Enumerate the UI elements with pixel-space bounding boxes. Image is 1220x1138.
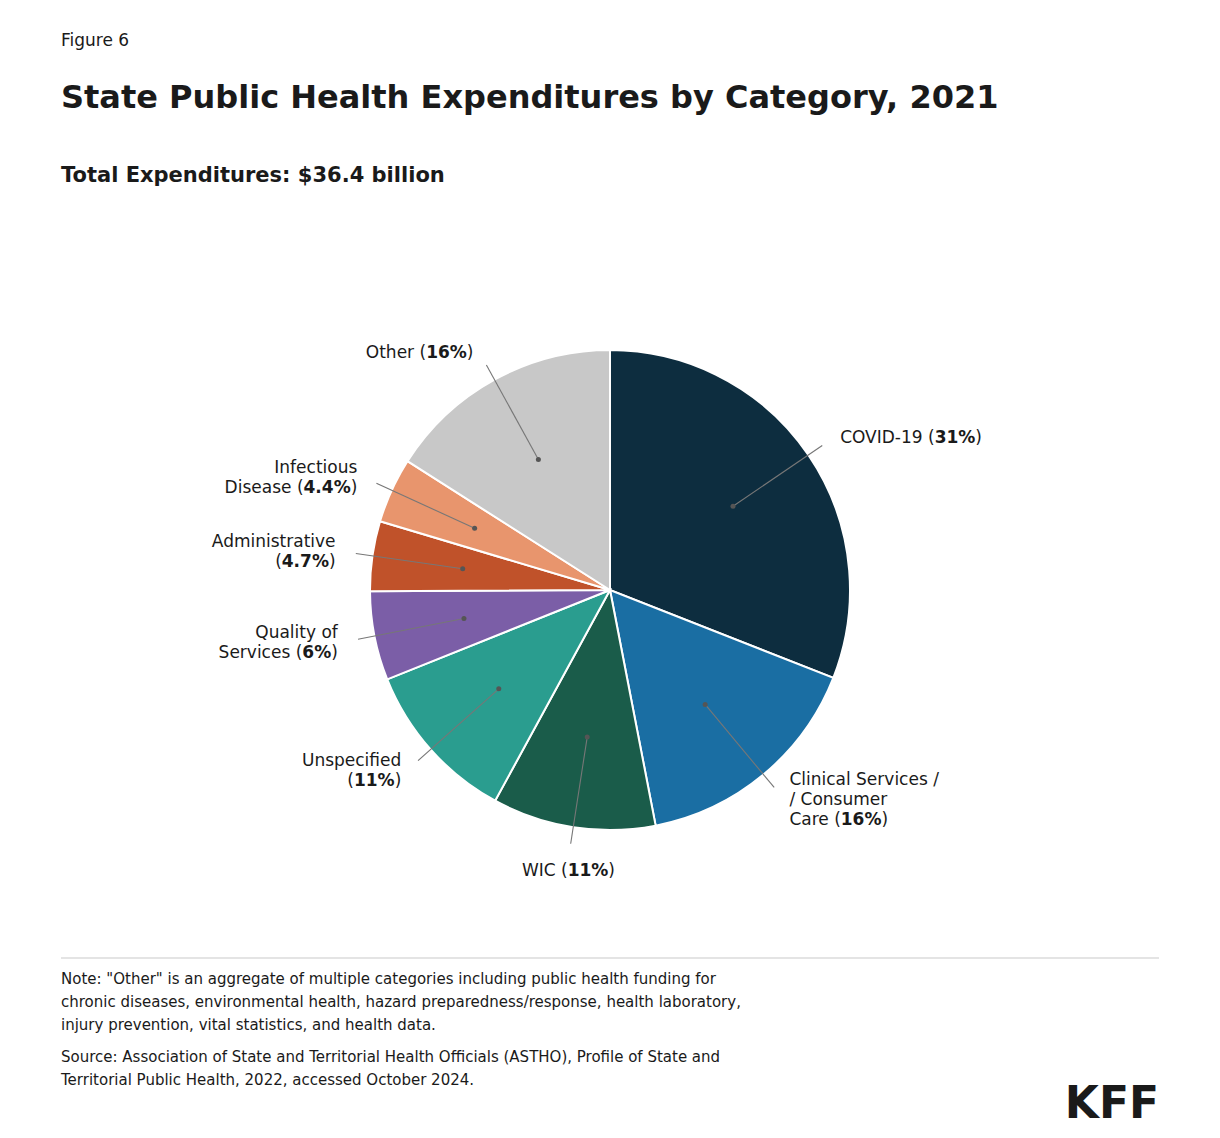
leader-line <box>705 704 774 787</box>
pie-slice <box>370 590 610 679</box>
pie-slice <box>407 350 610 590</box>
slice-label: Unspecified(11%) <box>302 750 401 790</box>
source: Source: Association of State and Territo… <box>60 1048 720 1089</box>
slice-label: Clinical Services // ConsumerCare (16%) <box>789 769 939 829</box>
text-part: Disease ( <box>225 477 304 497</box>
text-part: ) <box>331 642 338 662</box>
plot-area: COVID-19 (31%)Clinical Services // Consu… <box>212 342 982 880</box>
text-part: ) <box>608 860 615 880</box>
text-bold-part: 31% <box>935 427 976 447</box>
leader-line <box>571 737 588 844</box>
text-part: Unspecified <box>302 750 401 770</box>
text-part: Infectious <box>274 457 357 477</box>
slice-label: Administrative(4.7%) <box>212 531 336 571</box>
text-line: (11%) <box>347 770 401 790</box>
leader-dot <box>496 686 501 691</box>
leader-dot <box>585 735 590 740</box>
text-bold-part: 4.7% <box>282 551 329 571</box>
text-line: Note: "Other" is an aggregate of multipl… <box>61 970 717 988</box>
figure-label: Figure 6 <box>61 30 129 50</box>
text-line: Territorial Public Health, 2022, accesse… <box>60 1071 474 1089</box>
leader-line <box>418 689 499 761</box>
text-part: Quality of <box>255 622 339 642</box>
leader-dot <box>461 616 466 621</box>
text-part: Services ( <box>219 642 303 662</box>
text-line: injury prevention, vital statistics, and… <box>61 1016 436 1034</box>
leader-dot <box>730 504 735 509</box>
slice-labels: COVID-19 (31%)Clinical Services // Consu… <box>212 342 982 880</box>
text-line: WIC (11%) <box>522 860 615 880</box>
slices <box>370 350 850 830</box>
leader-dot <box>460 566 465 571</box>
leader-line <box>358 619 464 640</box>
logo: KFF <box>1065 1077 1159 1128</box>
text-line: (4.7%) <box>275 551 335 571</box>
note: Note: "Other" is an aggregate of multipl… <box>61 970 741 1034</box>
leader-dot <box>472 526 477 531</box>
text-part: ) <box>975 427 982 447</box>
leader-dot <box>536 457 541 462</box>
text-bold-part: 16% <box>841 809 882 829</box>
slice-label: Quality ofServices (6%) <box>219 622 339 662</box>
text-bold-part: 11% <box>568 860 609 880</box>
text-part: WIC ( <box>522 860 568 880</box>
text-line: Care (16%) <box>789 809 888 829</box>
text-part: / Consumer <box>789 789 887 809</box>
text-bold-part: 16% <box>426 342 467 362</box>
text-part: Other ( <box>366 342 426 362</box>
text-line: Infectious <box>274 457 357 477</box>
text-line: Clinical Services / <box>789 769 939 789</box>
leader-line <box>486 365 538 460</box>
title: State Public Health Expenditures by Cate… <box>61 78 998 116</box>
text-line: COVID-19 (31%) <box>840 427 982 447</box>
text-line: Unspecified <box>302 750 401 770</box>
text-line: Services (6%) <box>219 642 338 662</box>
text-line: Quality of <box>255 622 339 642</box>
text-line: chronic diseases, environmental health, … <box>61 993 741 1011</box>
separator <box>61 958 1159 959</box>
text-bold-part: 4.4% <box>304 477 351 497</box>
text-line: Source: Association of State and Territo… <box>61 1048 720 1066</box>
text-part: ( <box>347 770 354 790</box>
label-leaders <box>356 365 822 844</box>
text-part: Clinical Services / <box>789 769 939 789</box>
text-bold-part: 6% <box>302 642 331 662</box>
text-part: Care ( <box>789 809 840 829</box>
leader-line <box>356 553 463 568</box>
text-part: COVID-19 ( <box>840 427 935 447</box>
text-bold-part: 11% <box>354 770 395 790</box>
text-part: ) <box>329 551 336 571</box>
text-line: Administrative <box>212 531 336 551</box>
leader-dot <box>703 702 708 707</box>
text-part: ) <box>881 809 888 829</box>
leader-line <box>733 445 822 506</box>
text-line: / Consumer <box>789 789 887 809</box>
text-line: Other (16%) <box>366 342 474 362</box>
slice-label: WIC (11%) <box>522 860 615 880</box>
text-part: ) <box>395 770 402 790</box>
text-part: ) <box>467 342 474 362</box>
slice-label: COVID-19 (31%) <box>840 427 982 447</box>
slice-label: Other (16%) <box>366 342 474 362</box>
text-part: Administrative <box>212 531 336 551</box>
leader-line <box>376 483 474 528</box>
subtitle: Total Expenditures: $36.4 billion <box>61 163 445 187</box>
slice-label: InfectiousDisease (4.4%) <box>225 457 358 497</box>
text-part: ) <box>351 477 358 497</box>
chart: Figure 6 State Public Health Expenditures… <box>0 0 1220 1138</box>
text-line: Disease (4.4%) <box>225 477 358 497</box>
